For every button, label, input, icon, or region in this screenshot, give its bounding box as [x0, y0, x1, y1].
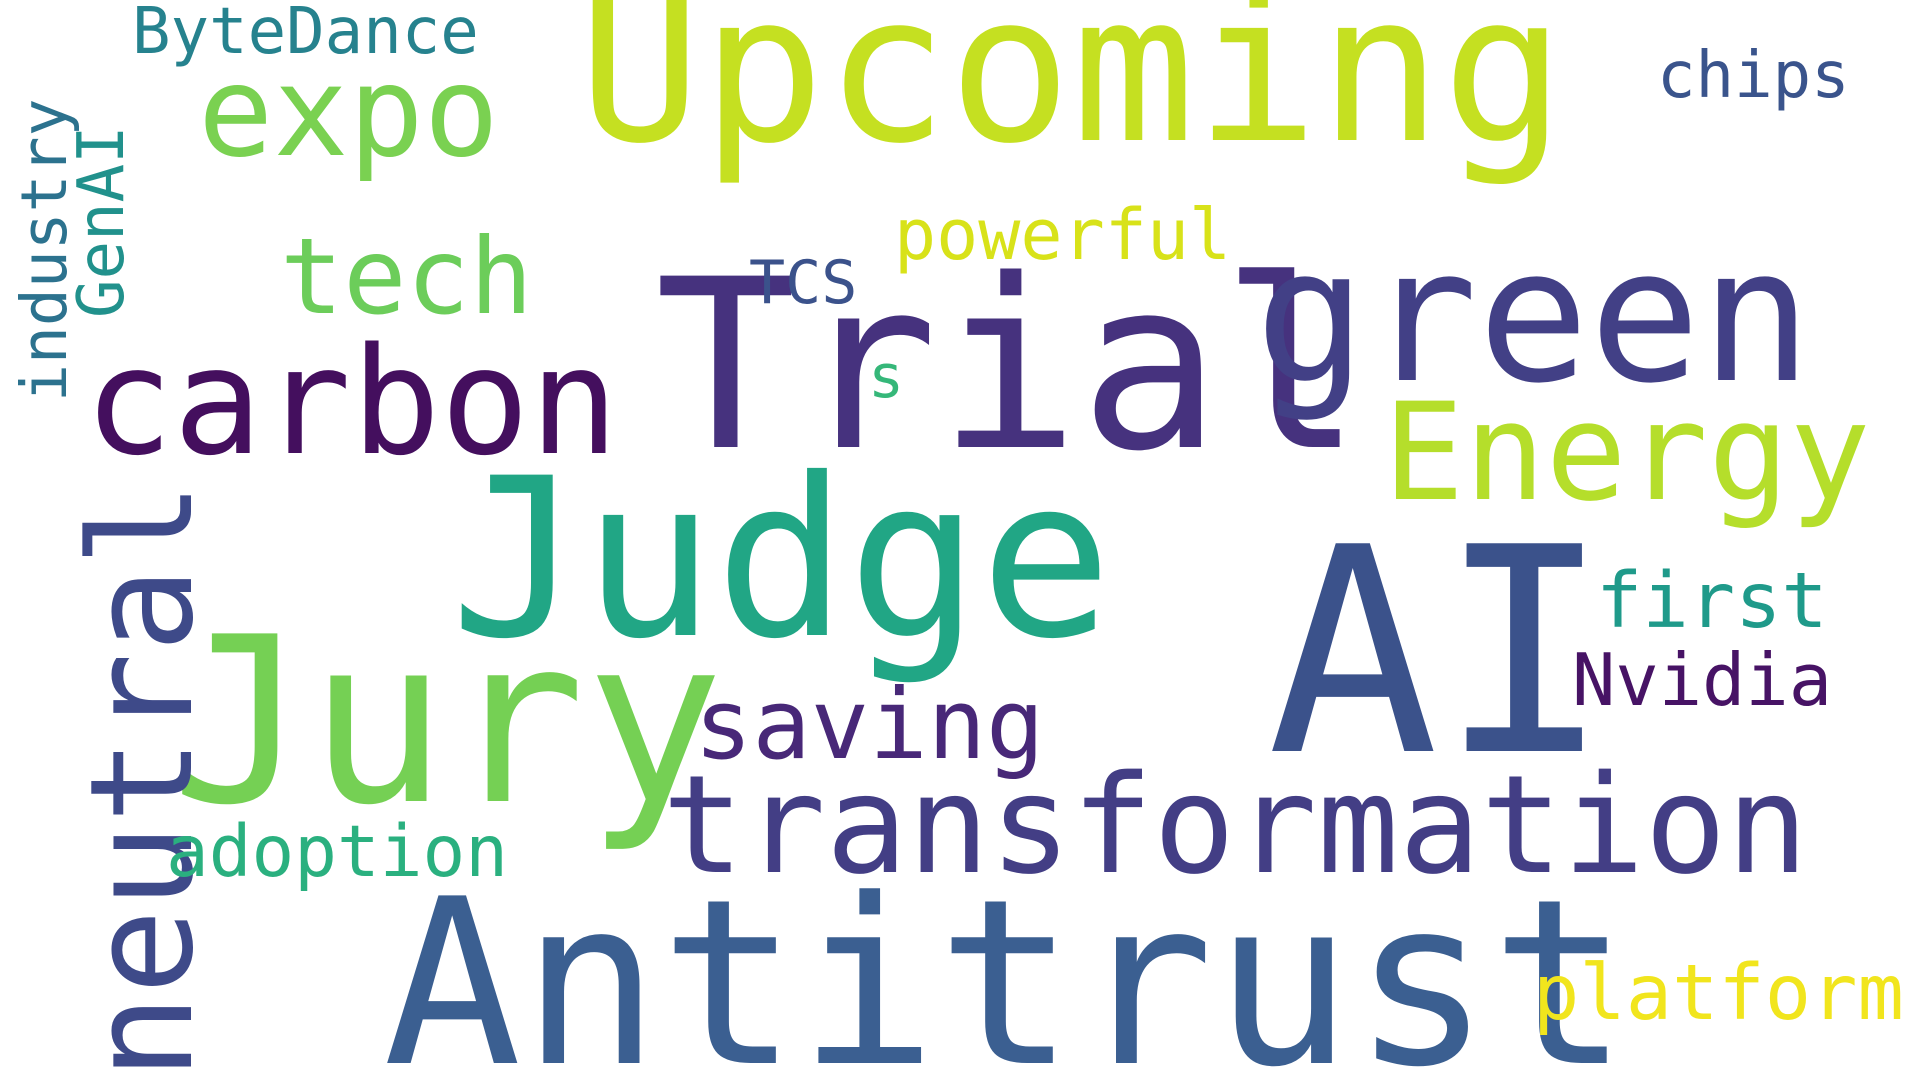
word-antitrust: Antitrust	[383, 851, 1630, 1080]
word-tech: tech	[280, 216, 533, 338]
word-genai: GenAI	[65, 125, 139, 318]
word-tcs: TCS	[749, 248, 858, 318]
word-energy: Energy	[1383, 374, 1871, 531]
word-carbon: carbon	[84, 316, 619, 488]
word-expo: expo	[198, 40, 500, 185]
word-saving: saving	[694, 668, 1045, 781]
word-bytedance: ByteDance	[132, 0, 479, 69]
word-ai: AI	[1267, 487, 1611, 819]
word-adoption: adoption	[166, 810, 508, 893]
word-green: green	[1255, 208, 1812, 424]
word-platform: platform	[1533, 949, 1904, 1038]
word-nvidia: Nvidia	[1572, 638, 1833, 722]
word-chips: chips	[1657, 39, 1850, 113]
word-powerful: powerful	[894, 194, 1232, 276]
word-trial: Trial	[655, 230, 1363, 503]
word-upcoming: Upcoming	[578, 0, 1566, 189]
word-judge: Judge	[450, 431, 1113, 687]
word-s: s	[868, 342, 905, 412]
word-transformation: transformation	[662, 747, 1809, 905]
word-jury: Jury	[170, 589, 724, 856]
word-first: first	[1596, 557, 1828, 646]
word-neutral: neutral	[60, 481, 225, 1080]
